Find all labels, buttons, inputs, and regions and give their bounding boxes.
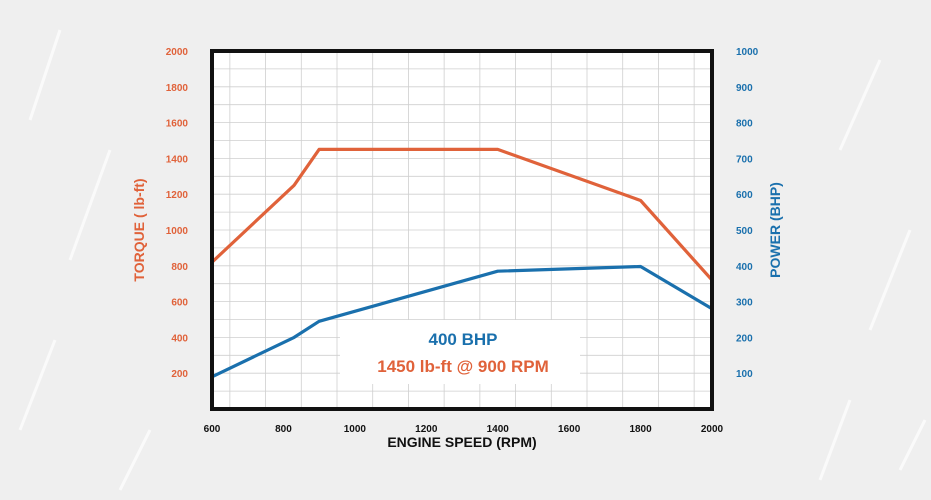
annotation-power: 400 BHP [429,330,498,349]
left-tick-label: 1000 [166,226,189,237]
left-tick-label: 1400 [166,154,189,165]
left-tick-label: 400 [171,333,188,344]
plot-frame [210,49,714,411]
left-tick-label: 1200 [166,190,189,201]
left-tick-label: 200 [171,369,188,380]
x-tick-label: 800 [275,424,292,435]
right-tick-label: 1000 [736,47,759,58]
left-tick-label: 600 [171,298,188,309]
x-axis-title: ENGINE SPEED (RPM) [387,434,536,450]
x-tick-label: 1600 [558,424,581,435]
left-axis-title: TORQUE ( lb-ft) [131,178,147,281]
annotation-box [340,320,580,384]
x-tick-label: 1800 [629,424,652,435]
left-tick-label: 1600 [166,119,189,130]
series-lines [210,147,714,379]
right-tick-label: 300 [736,298,753,309]
background-streak [818,399,852,481]
right-tick-label: 100 [736,369,753,380]
left-tick-label: 800 [171,262,188,273]
grid [212,51,712,409]
torque-series-line [210,147,714,282]
x-tick-label: 2000 [701,424,724,435]
background-streak [118,429,152,491]
right-axis-ticks: 100 200 300 400 500 600 700 800 900 1000 [736,47,759,380]
right-tick-label: 400 [736,262,753,273]
x-tick-label: 1000 [344,424,367,435]
background-streak [18,339,57,431]
right-tick-label: 800 [736,119,753,130]
right-tick-label: 700 [736,154,753,165]
right-tick-label: 900 [736,83,753,94]
x-tick-label: 600 [204,424,221,435]
background-streak [68,149,112,261]
x-tick-label: 1200 [415,424,438,435]
left-tick-label: 1800 [166,83,189,94]
x-tick-label: 1400 [487,424,510,435]
left-axis-ticks: 200 400 600 800 1000 1200 1400 1600 1800 2000 [166,47,189,380]
power-series-line [211,264,713,379]
background-streak [868,229,912,331]
right-axis-title: POWER (BHP) [767,182,783,278]
annotation-torque: 1450 lb-ft @ 900 RPM [377,357,549,376]
right-tick-label: 600 [736,190,753,201]
x-axis-ticks: 600 800 1000 1200 1400 1600 1800 2000 [204,424,724,435]
background-streak [838,59,882,151]
background-streak [898,419,927,471]
background-streak [28,29,62,121]
right-tick-label: 200 [736,333,753,344]
left-tick-label: 2000 [166,47,189,58]
right-tick-label: 500 [736,226,753,237]
